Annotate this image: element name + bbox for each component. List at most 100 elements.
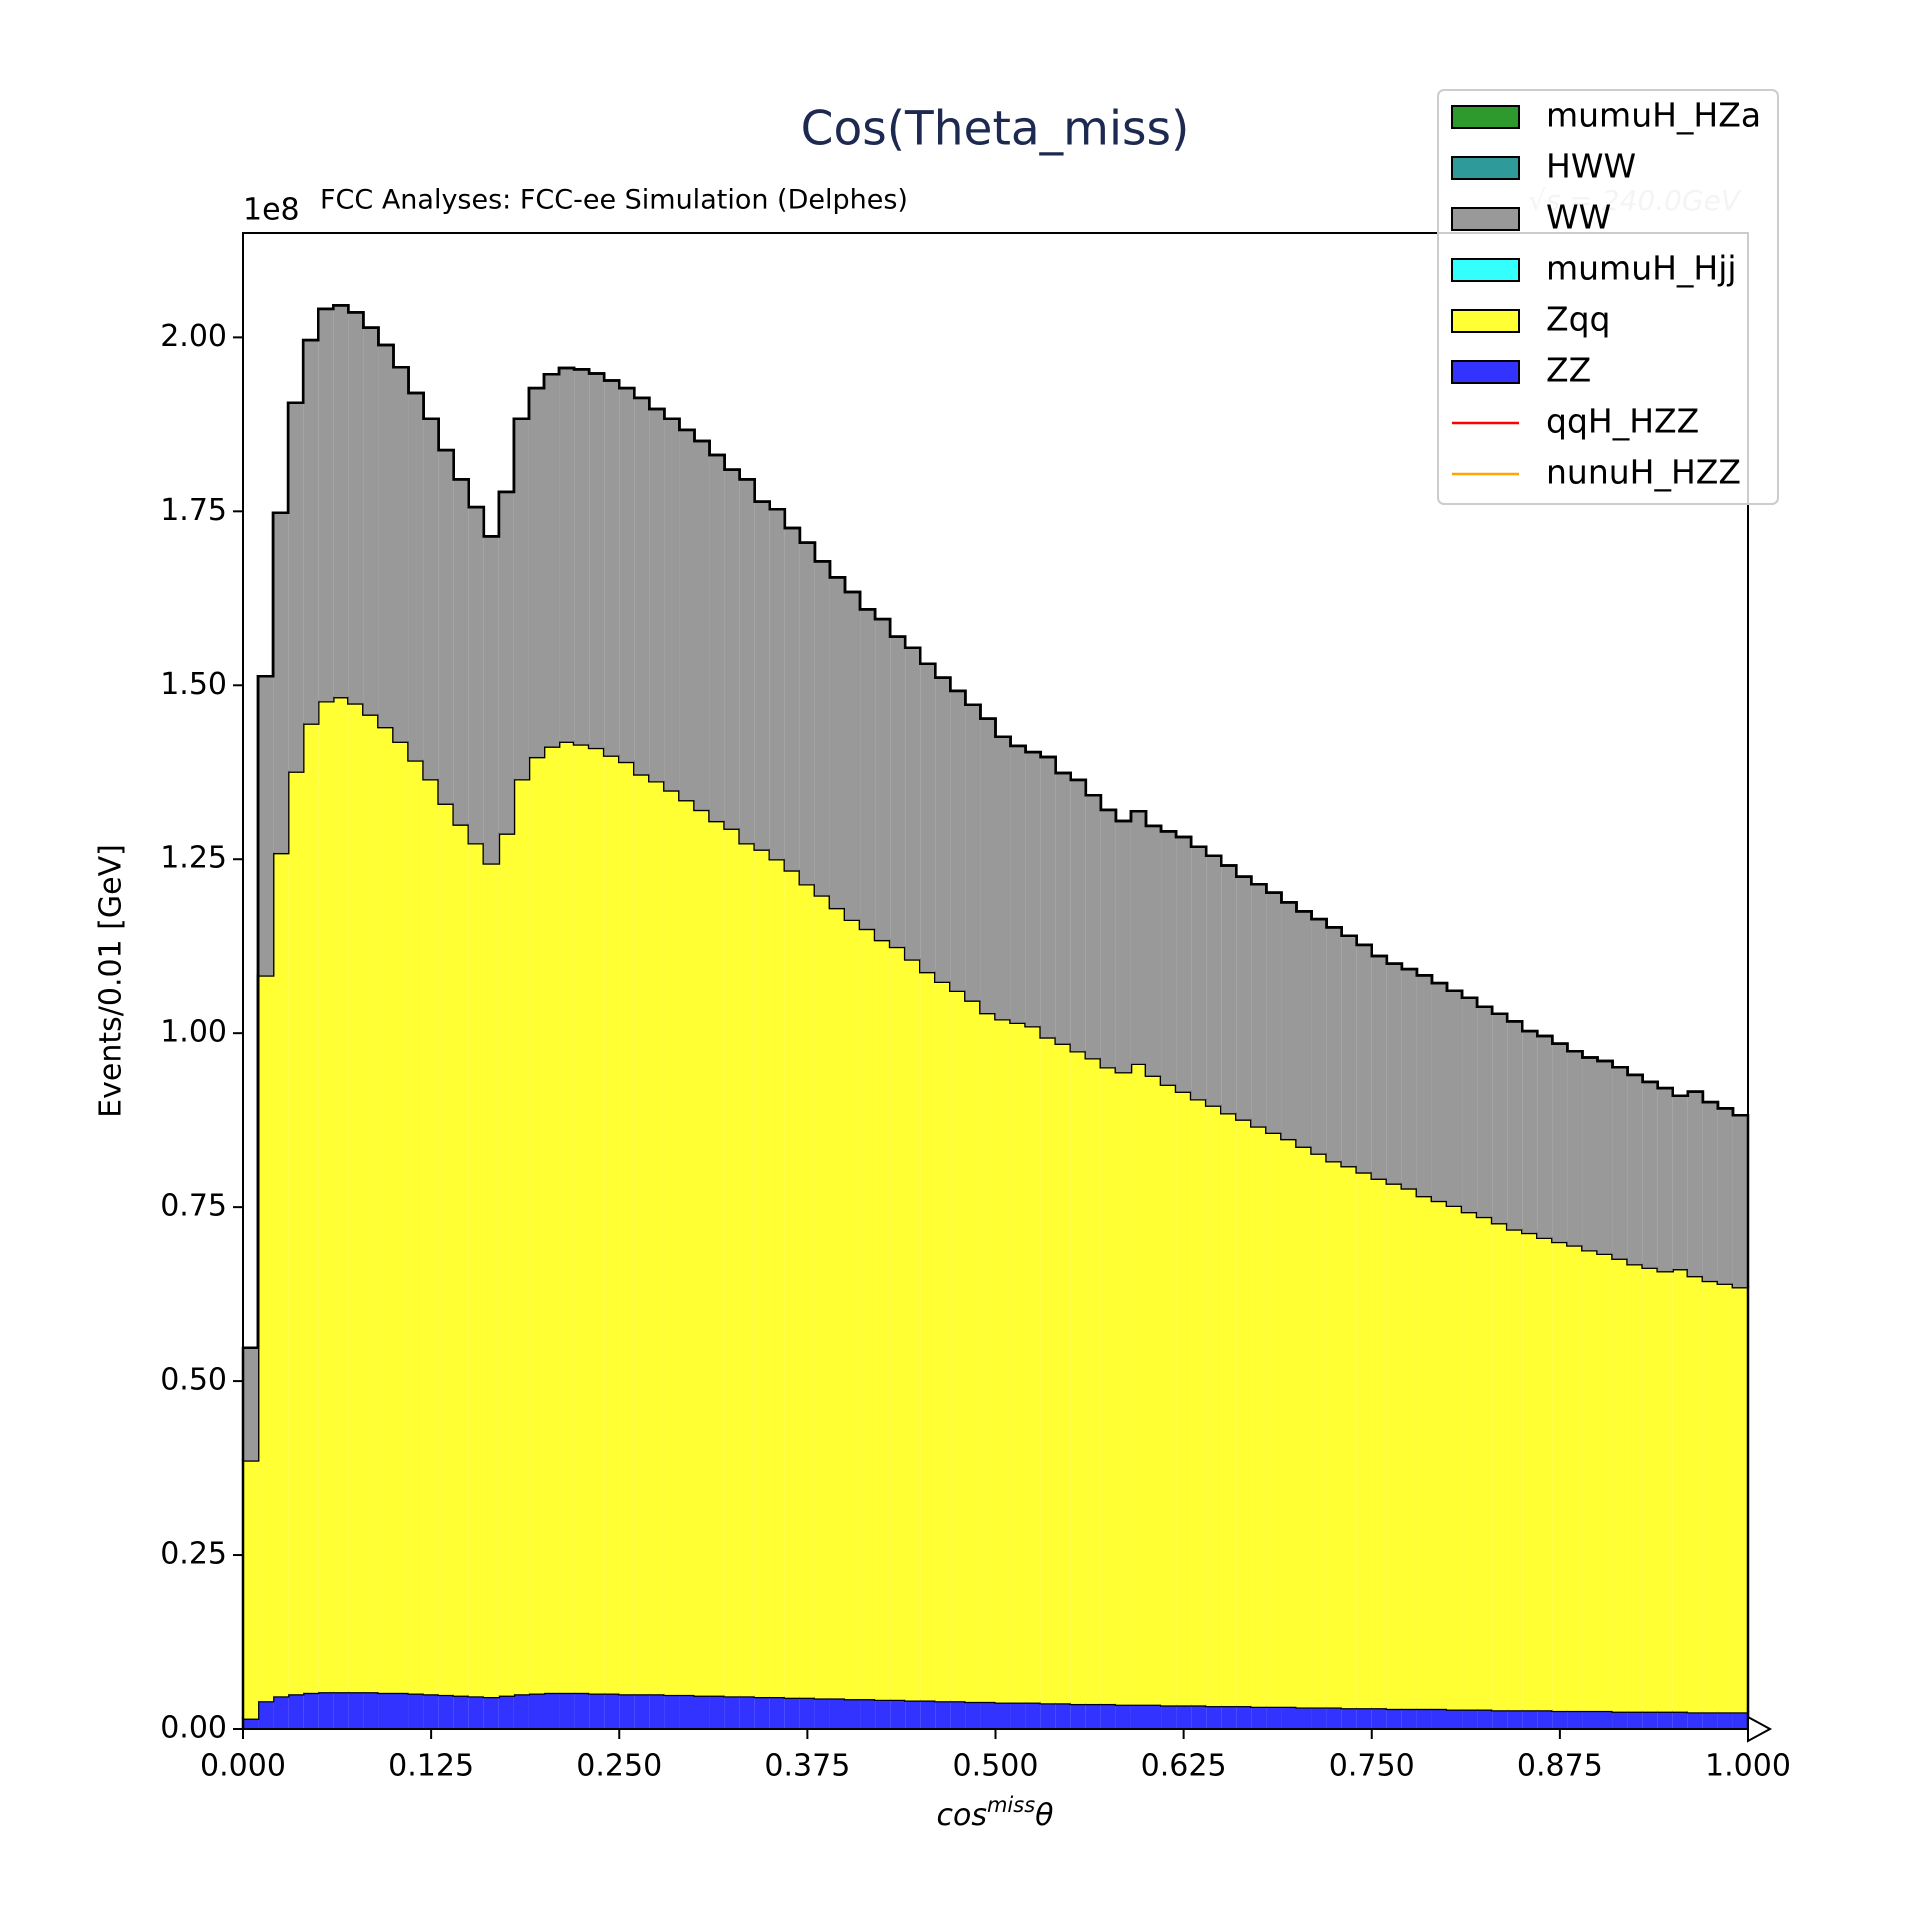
bar [619,761,635,1695]
legend-label: nunuH_HZZ [1546,453,1741,492]
legend-label: HWW [1546,147,1636,186]
bar [1447,990,1463,1206]
bar [1281,902,1297,1139]
bar [1657,1271,1673,1712]
bar [1597,1253,1613,1711]
bar [769,859,785,1697]
bar [875,1699,891,1729]
bar [664,1694,680,1729]
bar [408,393,424,761]
bar [333,697,349,1693]
bar [438,803,454,1695]
bar [333,305,349,698]
bar [1687,1276,1703,1713]
x-tick-label: 0.500 [953,1749,1039,1784]
bar [1522,1031,1538,1233]
bar [1341,1708,1357,1729]
bar [814,895,830,1699]
bar [1371,1178,1387,1709]
bar [1672,1711,1688,1729]
bar [273,512,289,853]
bar [348,1692,364,1729]
bar [709,454,725,821]
bar [1221,1113,1237,1707]
bar [1176,1091,1192,1706]
bar [453,1695,469,1729]
bar [1025,1026,1041,1703]
bar [1100,809,1116,1068]
bar [273,852,289,1697]
bar [1507,1021,1523,1230]
bar [1025,1702,1041,1729]
bar [243,1347,259,1461]
y-tick-label: 0.25 [160,1537,227,1572]
bar [303,723,319,1693]
bar [589,373,605,748]
bar [799,542,815,885]
bar [1507,1710,1523,1729]
bar [544,374,560,747]
bar [829,1698,845,1729]
legend-label: mumuH_HZa [1546,96,1761,135]
bar [1115,1704,1131,1729]
bar [243,1460,259,1719]
bar [1462,1709,1478,1729]
bar [1055,1703,1071,1729]
bar [1401,1188,1417,1709]
bar [318,308,334,702]
bar [1326,1161,1342,1708]
bar [604,380,620,756]
bar [483,863,499,1697]
bar [288,402,304,772]
bar [438,1694,454,1729]
bar [1657,1711,1673,1729]
bar [528,388,544,757]
bar [1431,1200,1447,1709]
bar [453,824,469,1696]
bar [1522,1232,1538,1711]
bar [1055,772,1071,1044]
bar [619,388,635,762]
legend-swatch [1451,258,1520,282]
legend-swatch [1451,360,1520,384]
bar [1717,1712,1733,1729]
bar [724,1696,740,1729]
bar [1552,1710,1568,1729]
bar [528,1693,544,1729]
bar [438,450,454,804]
x-axis-label: cosmissθ [936,1793,1053,1833]
bar [679,1694,695,1729]
bar [303,340,319,724]
bar [1161,831,1177,1085]
bar [1146,825,1162,1076]
bar [1266,1706,1282,1729]
bar [1552,1241,1568,1711]
x-label-base: cos [936,1798,986,1833]
bar [1115,820,1131,1073]
bar [935,981,951,1702]
bar [860,1699,876,1729]
bar [363,714,379,1693]
bar [1130,811,1146,1064]
bar [784,870,800,1698]
bar [1296,1146,1312,1708]
bar [694,809,710,1696]
x-tick-label: 0.000 [200,1749,286,1784]
y-tick-label: 1.75 [160,493,227,528]
x-tick-label: 0.125 [388,1749,474,1784]
bar [408,1693,424,1729]
bar [1040,756,1056,1038]
bar [995,1019,1011,1703]
bar [920,1700,936,1729]
bar [1401,969,1417,1189]
y-tick-label: 2.00 [160,319,227,354]
legend-label: WW [1546,198,1611,237]
bar [1687,1712,1703,1729]
bar [1311,1707,1327,1729]
bar [1266,892,1282,1133]
bar [1085,795,1101,1059]
bar [814,1698,830,1729]
bar [1341,1166,1357,1709]
bar [348,703,364,1693]
bar [1236,1119,1252,1707]
